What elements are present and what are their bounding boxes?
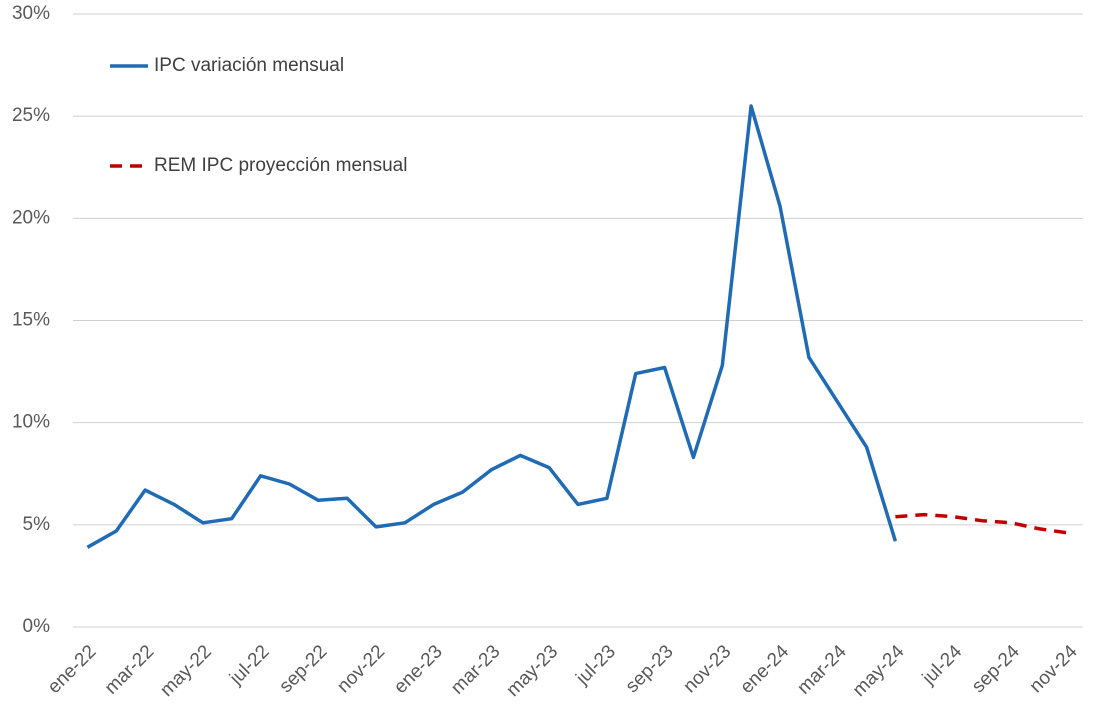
x-tick-label: sep-23 xyxy=(622,641,678,697)
series-line xyxy=(895,512,1069,535)
x-tick-label: mar-22 xyxy=(101,641,158,698)
x-tick-label: jul-23 xyxy=(572,641,620,689)
x-tick-label: mar-23 xyxy=(447,641,504,698)
x-tick-label: nov-23 xyxy=(679,641,735,697)
y-tick-label: 30% xyxy=(12,3,50,24)
series-line xyxy=(86,104,898,549)
x-tick-label: jul-24 xyxy=(918,641,967,690)
x-tick-label: sep-22 xyxy=(275,641,331,697)
x-tick-label: ene-22 xyxy=(44,641,101,698)
x-tick-label: nov-22 xyxy=(333,641,389,697)
x-tick-label: ene-24 xyxy=(736,641,793,698)
x-tick-label: nov-24 xyxy=(1026,641,1082,697)
y-tick-label: 10% xyxy=(12,412,50,433)
x-tick-label: may-22 xyxy=(156,641,216,701)
y-tick-label: 15% xyxy=(12,310,50,331)
x-tick-label: may-24 xyxy=(849,641,909,701)
x-tick-label: ene-23 xyxy=(390,641,447,698)
legend-label: IPC variación mensual xyxy=(154,55,344,76)
y-tick-label: 0% xyxy=(23,616,51,637)
y-tick-label: 20% xyxy=(12,207,50,228)
x-tick-label: sep-24 xyxy=(968,641,1024,697)
y-tick-label: 25% xyxy=(12,105,50,126)
legend-label: REM IPC proyección mensual xyxy=(154,155,407,176)
y-tick-label: 5% xyxy=(23,514,51,535)
x-tick-label: may-23 xyxy=(503,641,563,701)
x-tick-label: mar-24 xyxy=(793,641,851,699)
x-tick-label: jul-22 xyxy=(225,641,273,689)
